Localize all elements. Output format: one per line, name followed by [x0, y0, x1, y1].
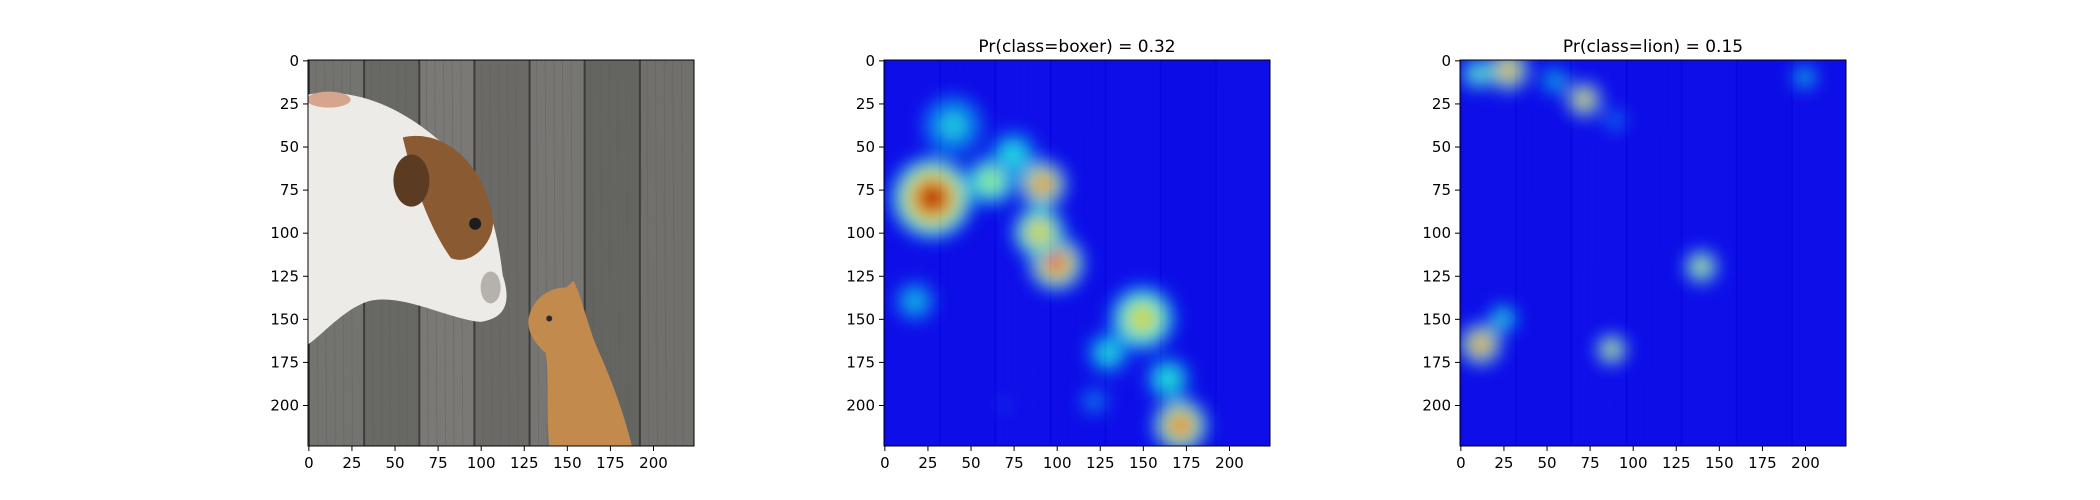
panel-title-boxer: Pr(class=boxer) = 0.32 [978, 37, 1175, 57]
x-tick-label: 200 [639, 454, 668, 472]
x-tick-label: 150 [1129, 454, 1158, 472]
y-tick-label: 25 [1432, 95, 1451, 113]
heat-hotspot [1495, 310, 1511, 327]
y-tick-label: 175 [270, 353, 299, 371]
x-tick-label: 100 [1619, 454, 1648, 472]
x-tick-label: 50 [961, 454, 980, 472]
heat-hotspot [1799, 71, 1811, 83]
heat-hotspot [1472, 69, 1482, 79]
x-tick-label: 50 [1537, 454, 1556, 472]
x-tick-label: 0 [1456, 454, 1466, 472]
heat-hotspot [908, 295, 922, 308]
axes-frame [883, 59, 1271, 447]
input-photo [308, 60, 694, 446]
x-tick-label: 0 [880, 454, 890, 472]
heat-hotspot [1579, 95, 1589, 104]
y-tick-label: 200 [846, 397, 875, 415]
y-tick-label: 175 [1422, 353, 1451, 371]
x-tick-label: 150 [553, 454, 582, 472]
y-tick-label: 175 [846, 353, 875, 371]
heat-hotspot [943, 115, 963, 135]
heat-hotspot [1000, 400, 1009, 409]
saliency-map-lion [1460, 60, 1846, 446]
y-tick-label: 200 [1422, 397, 1451, 415]
saliency-map-boxer [884, 60, 1270, 446]
heat-hotspot [921, 187, 943, 209]
heat-hotspot [1605, 111, 1625, 130]
panel-boxer-saliency: Pr(class=boxer) = 0.32 0 25 50 75 100 125 150 1… [846, 37, 1271, 472]
axes-frame [1459, 59, 1847, 447]
x-tick-label: 25 [1494, 454, 1513, 472]
y-tick-label: 75 [1432, 181, 1451, 199]
heat-hotspot [1156, 366, 1181, 391]
panel-lion-saliency: Pr(class=lion) = 0.15 0 25 50 75 100 125 150 17… [1422, 37, 1847, 472]
x-tick-label: 75 [1581, 454, 1600, 472]
heat-hotspot [1696, 262, 1706, 272]
x-tick-label: 175 [1172, 454, 1201, 472]
y-tick-label: 25 [856, 95, 875, 113]
x-tick-label: 25 [918, 454, 937, 472]
x-tick-label: 50 [385, 454, 404, 472]
y-tick-label: 100 [1422, 224, 1451, 242]
y-tick-label: 100 [270, 224, 299, 242]
y-tick-label: 200 [270, 397, 299, 415]
y-tick-label: 125 [1422, 267, 1451, 285]
x-tick-label: 200 [1215, 454, 1244, 472]
heat-hotspot [1098, 343, 1118, 363]
x-tick-label: 175 [596, 454, 625, 472]
y-tick-label: 150 [270, 310, 299, 328]
x-tick-label: 100 [467, 454, 496, 472]
y-tick-label: 75 [856, 181, 875, 199]
heat-hotspot [1503, 65, 1514, 76]
x-tick-label: 75 [1005, 454, 1024, 472]
heat-hotspot [1002, 143, 1025, 166]
heat-hotspot [1133, 309, 1152, 328]
heat-hotspot [981, 171, 1001, 191]
heat-hotspot [1035, 176, 1050, 192]
x-tick-label: 75 [429, 454, 448, 472]
y-tick-label: 25 [280, 95, 299, 113]
heat-hotspot [1171, 416, 1189, 434]
y-tick-label: 0 [1441, 52, 1451, 70]
x-tick-label: 125 [510, 454, 539, 472]
heat-hotspot [1082, 389, 1106, 413]
axes-frame [307, 59, 695, 447]
x-tick-label: 125 [1662, 454, 1691, 472]
x-tick-label: 200 [1791, 454, 1820, 472]
x-tick-label: 125 [1086, 454, 1115, 472]
x-tick-label: 175 [1748, 454, 1777, 472]
panel-title-lion: Pr(class=lion) = 0.15 [1563, 37, 1743, 57]
heat-hotspot [1550, 76, 1560, 85]
panel-input-image: 0 25 50 75 100 125 150 175 200 0 25 50 75 100 125 150 17… [270, 52, 695, 472]
y-tick-label: 50 [280, 138, 299, 156]
heat-hotspot [1046, 253, 1067, 274]
x-tick-label: 25 [342, 454, 361, 472]
x-tick-label: 150 [1705, 454, 1734, 472]
y-tick-label: 125 [270, 267, 299, 285]
y-tick-label: 150 [846, 310, 875, 328]
y-tick-label: 125 [846, 267, 875, 285]
y-tick-label: 50 [856, 138, 875, 156]
y-tick-label: 0 [289, 52, 299, 70]
y-tick-label: 50 [1432, 138, 1451, 156]
y-tick-label: 0 [865, 52, 875, 70]
y-tick-label: 100 [846, 224, 875, 242]
heat-hotspot [1030, 223, 1048, 242]
x-tick-label: 0 [304, 454, 314, 472]
y-tick-label: 150 [1422, 310, 1451, 328]
heat-hotspot [1606, 344, 1617, 355]
x-tick-label: 100 [1043, 454, 1072, 472]
heat-hotspot [1474, 337, 1488, 351]
y-tick-label: 75 [280, 181, 299, 199]
